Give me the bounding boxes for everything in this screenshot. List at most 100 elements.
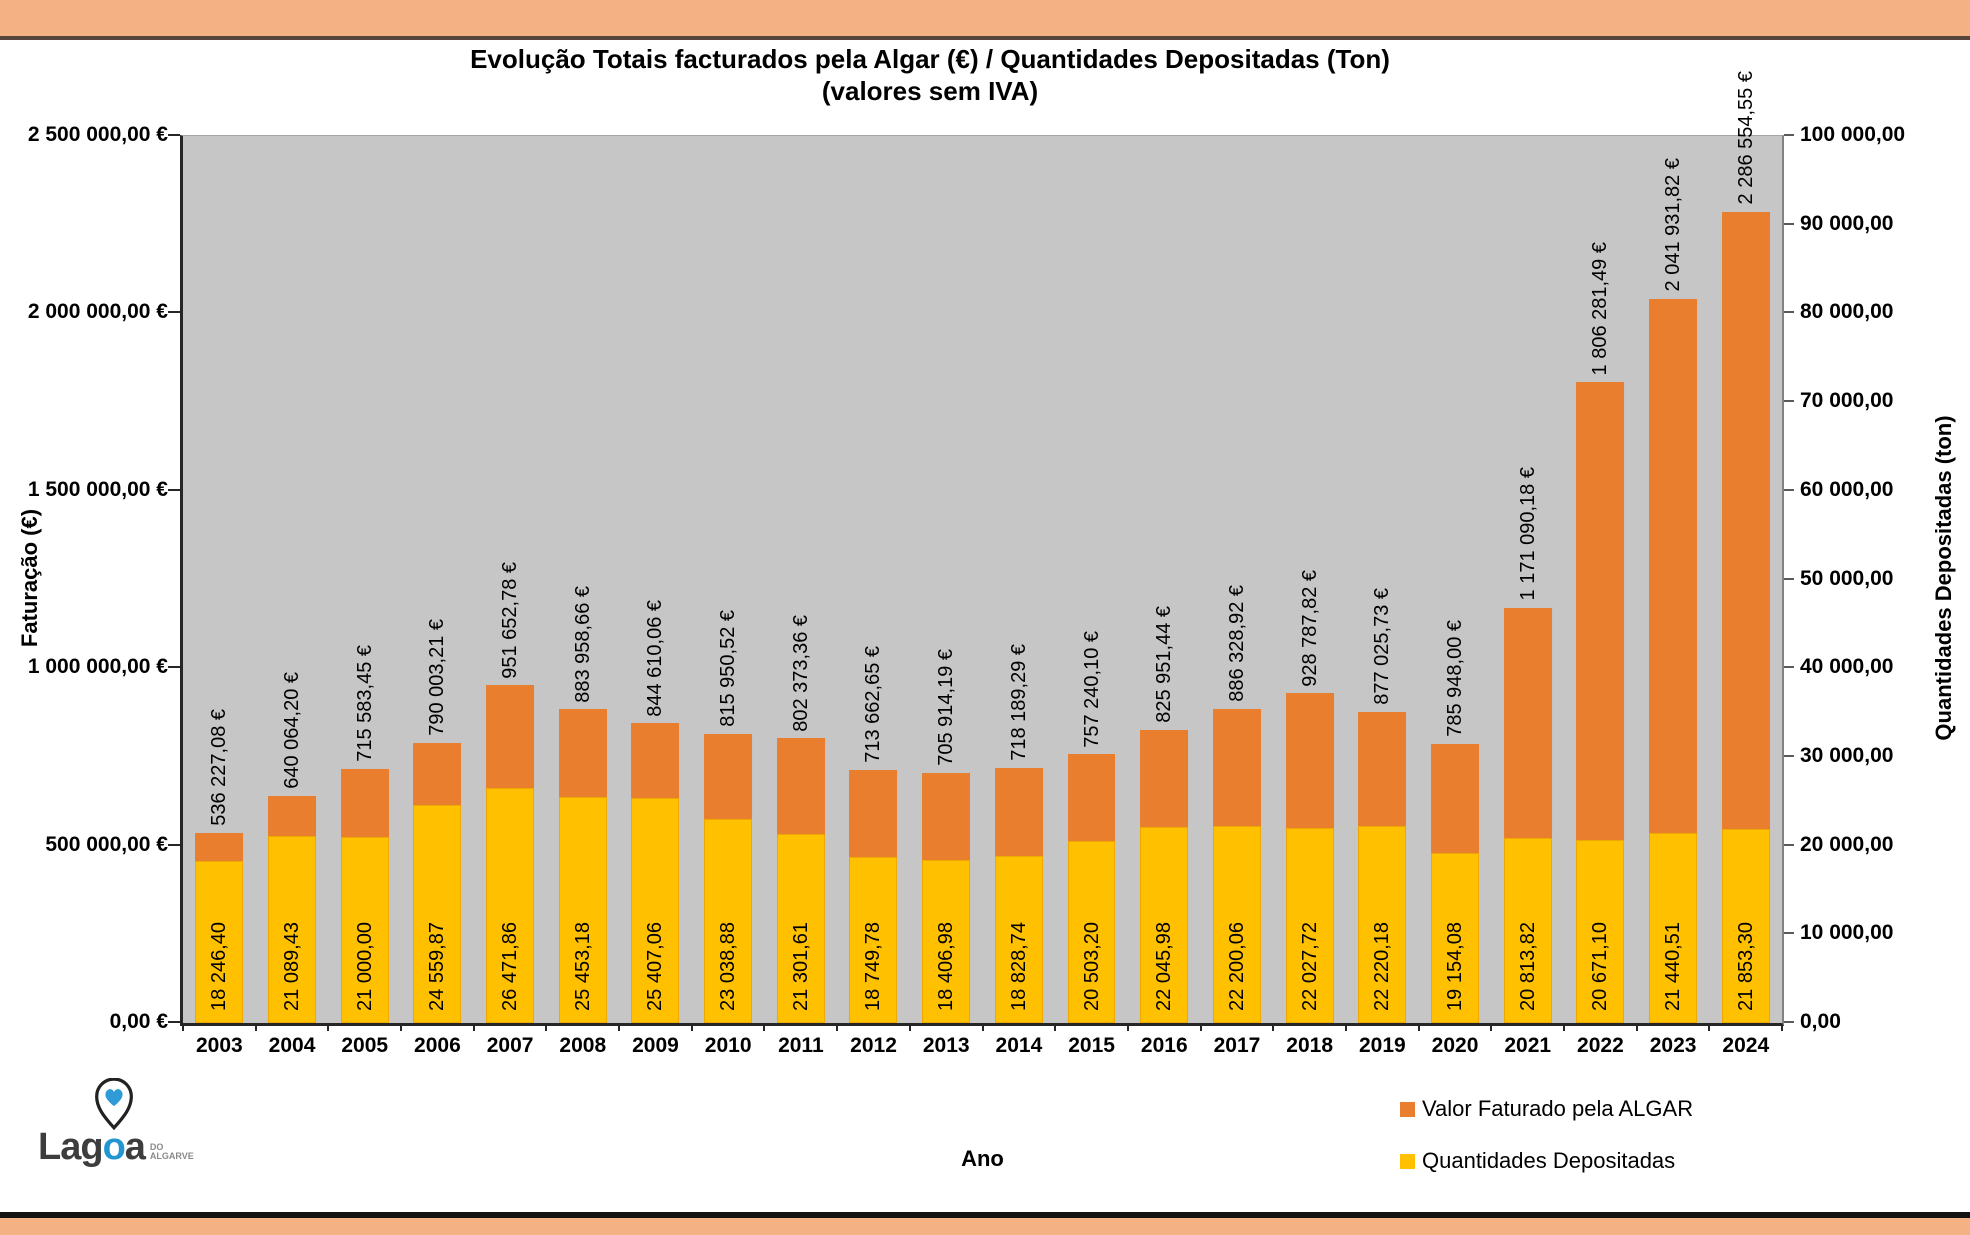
left-axis-tick-marks xyxy=(168,134,180,1023)
quantidades-label-2014: 18 828,74 xyxy=(1007,922,1030,1011)
valor-faturado-label-2003: 536 227,08 € xyxy=(208,708,231,826)
x-tick-mark-14 xyxy=(1199,1025,1202,1031)
bar-column-2020: 785 948,00 € 19 154,08 xyxy=(1419,136,1492,1023)
x-label-2009: 2009 xyxy=(632,1034,679,1057)
quantidades-bar-2017 xyxy=(1212,826,1261,1023)
x-label-2013: 2013 xyxy=(922,1034,970,1057)
x-tick-mark-4 xyxy=(472,1025,475,1031)
right-tick-mark-6 xyxy=(1784,666,1794,669)
bar-column-2019: 877 025,73 € 22 220,18 xyxy=(1346,136,1419,1023)
quantidades-bar-2018 xyxy=(1285,827,1334,1023)
right-tick-7: 30 000,00 xyxy=(1800,743,1894,767)
right-axis-tick-marks xyxy=(1784,134,1794,1023)
bar-column-2018: 928 787,82 € 22 027,72 xyxy=(1273,136,1346,1023)
x-label-2010: 2010 xyxy=(704,1034,752,1057)
bar-column-2022: 1 806 281,49 € 20 671,10 xyxy=(1564,136,1637,1023)
bar-column-2023: 2 041 931,82 € 21 440,51 xyxy=(1637,136,1710,1023)
lagoa-logo: Lagoa DO ALGARVE xyxy=(38,1078,228,1183)
valor-faturado-label-2011: 802 373,36 € xyxy=(789,614,812,732)
valor-faturado-label-2020: 785 948,00 € xyxy=(1443,620,1466,738)
logo-text-dark2: a xyxy=(124,1126,146,1168)
right-tick-mark-0 xyxy=(1784,134,1794,136)
valor-faturado-label-2013: 705 914,19 € xyxy=(935,648,958,766)
right-tick-mark-3 xyxy=(1784,400,1794,403)
right-tick-2: 80 000,00 xyxy=(1800,300,1894,324)
valor-faturado-label-2016: 825 951,44 € xyxy=(1153,606,1176,723)
valor-faturado-label-2007: 951 652,78 € xyxy=(499,561,522,679)
valor-faturado-label-2010: 815 950,52 € xyxy=(717,609,740,727)
left-tick-mark-0 xyxy=(168,134,180,136)
quantidades-bar-2004 xyxy=(268,835,316,1023)
x-tick-mark-6 xyxy=(618,1025,621,1031)
quantidades-label-2003: 18 246,40 xyxy=(208,922,231,1011)
quantidades-bar-2013 xyxy=(922,859,971,1023)
quantidades-bar-2015 xyxy=(1067,841,1116,1023)
bar-column-2006: 790 003,21 € 24 559,87 xyxy=(401,136,474,1023)
x-tick-mark-22 xyxy=(1781,1025,1783,1031)
left-tick-mark-5 xyxy=(168,1021,180,1023)
x-tick-mark-7 xyxy=(690,1025,693,1031)
quantidades-bar-2006 xyxy=(413,805,462,1023)
bar-column-2003: 536 227,08 € 18 246,40 xyxy=(183,136,256,1023)
valor-faturado-label-2005: 715 583,45 € xyxy=(353,645,376,763)
right-tick-8: 20 000,00 xyxy=(1800,832,1894,856)
x-label-2017: 2017 xyxy=(1213,1034,1261,1057)
valor-faturado-label-2023: 2 041 931,82 € xyxy=(1661,158,1684,292)
quantidades-bar-2021 xyxy=(1503,838,1552,1023)
left-tick-mark-4 xyxy=(168,843,180,846)
quantidades-label-2011: 21 301,61 xyxy=(789,922,812,1011)
x-tick-mark-20 xyxy=(1635,1025,1638,1031)
x-axis-labels: 2003 2004 2005 2006 2007 2008 2009 2010 2011 2012… xyxy=(183,1034,1782,1058)
bar-column-2013: 705 914,19 € 18 406,98 xyxy=(910,136,983,1023)
right-tick-10: 0,00 xyxy=(1800,1010,1841,1033)
quantidades-bar-2016 xyxy=(1140,827,1189,1023)
bar-column-2008: 883 958,66 € 25 453,18 xyxy=(546,136,619,1023)
left-axis-tick-labels: 2 500 000,00 € 2 000 000,00 € 1 500 000,00… xyxy=(0,123,168,1033)
bar-column-2024: 2 286 554,55 € 21 853,30 xyxy=(1709,71,1782,1023)
quantidades-label-2023: 21 440,51 xyxy=(1661,922,1684,1011)
quantidades-bar-2008 xyxy=(558,797,607,1023)
x-tick-mark-12 xyxy=(1054,1025,1057,1031)
right-tick-mark-1 xyxy=(1784,222,1794,225)
right-tick-mark-10 xyxy=(1784,1021,1794,1023)
left-tick-mark-1 xyxy=(168,311,180,314)
x-tick-mark-9 xyxy=(836,1025,839,1031)
x-label-2011: 2011 xyxy=(778,1034,824,1057)
x-tick-mark-15 xyxy=(1272,1025,1275,1031)
valor-faturado-label-2021: 1 171 090,18 € xyxy=(1516,467,1539,601)
quantidades-label-2012: 18 749,78 xyxy=(862,922,885,1011)
x-tick-mark-13 xyxy=(1126,1025,1129,1031)
valor-faturado-label-2022: 1 806 281,49 € xyxy=(1589,241,1612,376)
quantidades-bar-2003 xyxy=(195,861,244,1023)
valor-faturado-label-2009: 844 610,06 € xyxy=(644,599,667,717)
x-tick-mark-17 xyxy=(1417,1025,1420,1031)
quantidades-bar-2023 xyxy=(1648,832,1697,1023)
x-tick-mark-8 xyxy=(763,1025,766,1031)
quantidades-bar-2014 xyxy=(994,856,1043,1023)
left-tick-1: 2 000 000,00 € xyxy=(27,300,168,324)
x-label-2015: 2015 xyxy=(1068,1034,1115,1057)
valor-faturado-label-2014: 718 189,29 € xyxy=(1007,644,1030,762)
yellow-square-icon xyxy=(1400,1153,1415,1169)
bar-column-2005: 715 583,45 € 21 000,00 xyxy=(328,136,401,1023)
legend-item-valor-faturado: Valor Faturado pela ALGAR xyxy=(1400,1096,1693,1122)
quantidades-label-2017: 22 200,06 xyxy=(1225,922,1248,1011)
left-tick-2: 1 500 000,00 € xyxy=(27,477,168,501)
valor-faturado-label-2018: 928 787,82 € xyxy=(1298,569,1321,687)
quantidades-label-2008: 25 453,18 xyxy=(571,922,594,1011)
logo-text-blue: o xyxy=(102,1126,126,1168)
x-label-2003: 2003 xyxy=(195,1034,243,1057)
quantidades-bar-2010 xyxy=(704,818,753,1023)
valor-faturado-label-2006: 790 003,21 € xyxy=(426,618,449,736)
right-tick-mark-4 xyxy=(1784,488,1794,491)
quantidades-bar-2019 xyxy=(1358,825,1407,1023)
quantidades-label-2019: 22 220,18 xyxy=(1371,922,1394,1011)
x-tick-mark-1 xyxy=(254,1025,257,1031)
x-label-2008: 2008 xyxy=(559,1034,607,1057)
bar-column-2012: 713 662,65 € 18 749,78 xyxy=(837,136,910,1023)
quantidades-bar-2007 xyxy=(486,788,535,1023)
quantidades-label-2018: 22 027,72 xyxy=(1298,922,1321,1011)
x-axis-tick-marks xyxy=(182,1025,1783,1031)
quantidades-bar-2022 xyxy=(1576,839,1625,1023)
